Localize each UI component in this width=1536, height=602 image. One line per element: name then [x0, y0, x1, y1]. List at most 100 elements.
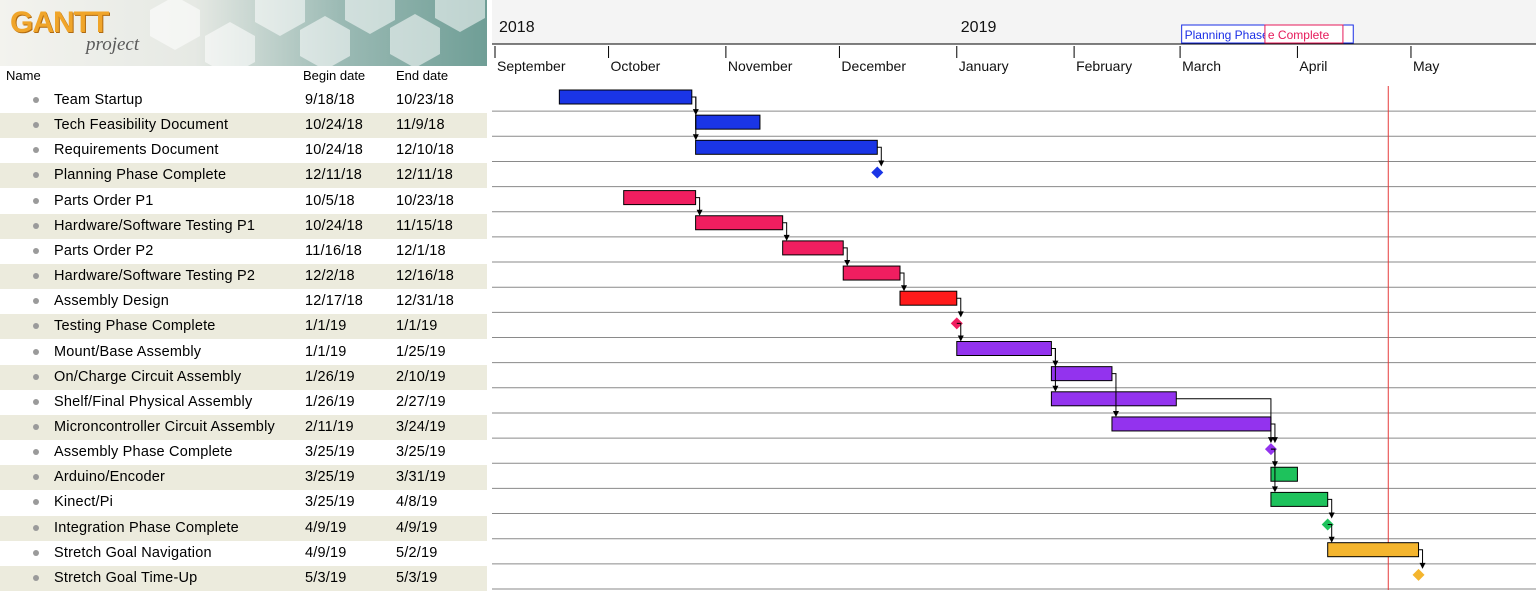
task-bar[interactable] [1050, 391, 1177, 407]
task-row[interactable]: Tech Feasibility Document 10/24/18 11/9/18 [0, 113, 487, 139]
task-bar[interactable] [956, 341, 1052, 356]
task-end-date: 2/10/19 [396, 368, 446, 385]
bullet-icon [33, 97, 39, 103]
month-label: April [1299, 58, 1327, 74]
dependency-arrowhead [1267, 437, 1274, 444]
dependency-arrow [1176, 398, 1272, 439]
task-bar[interactable] [695, 139, 878, 155]
task-begin-date: 1/1/19 [305, 318, 347, 335]
task-begin-date: 3/25/19 [305, 444, 355, 461]
milestone-header-label: e Complete [1268, 28, 1330, 42]
task-bar[interactable] [623, 190, 697, 206]
task-bar[interactable] [1270, 491, 1329, 507]
dependency-arrowhead [957, 335, 964, 342]
task-row[interactable]: Kinect/Pi 3/25/19 4/8/19 [0, 490, 487, 515]
bullet-icon [33, 423, 39, 430]
task-begin-date: 11/16/18 [305, 242, 362, 259]
bullet-icon [33, 172, 39, 179]
dependency-arrowhead [1328, 536, 1335, 543]
task-row[interactable]: On/Charge Circuit Assembly 1/26/19 2/10/19 [0, 364, 487, 390]
task-end-date: 4/8/19 [396, 494, 438, 511]
task-begin-date: 12/17/18 [305, 293, 364, 310]
task-bar[interactable] [695, 114, 761, 130]
dependency-arrow [1051, 348, 1056, 387]
dependency-arrowhead [1271, 486, 1278, 493]
task-bar[interactable] [842, 265, 901, 281]
task-row[interactable]: Stretch Goal Navigation 4/9/19 5/2/19 [0, 541, 487, 566]
gantt-chart-canvas[interactable]: September October November December January F… [492, 0, 1536, 602]
task-bar[interactable] [899, 290, 958, 306]
task-row[interactable]: Mount/Base Assembly 1/1/19 1/25/19 [0, 340, 487, 365]
task-row[interactable]: Hardware/Software Testing P2 12/2/18 12/16… [0, 264, 487, 290]
column-header-end-date[interactable]: End date [396, 68, 449, 83]
task-row[interactable]: Requirements Document 10/24/18 12/10/18 [0, 138, 487, 163]
month-label: February [1076, 58, 1132, 74]
dependency-arrowhead [696, 209, 703, 216]
task-end-date: 5/2/19 [396, 544, 438, 561]
task-bar[interactable] [1111, 416, 1272, 432]
task-name: Integration Phase Complete [54, 519, 239, 536]
dependency-arrow [956, 297, 962, 313]
task-row[interactable]: Assembly Design 12/17/18 12/31/18 [0, 289, 487, 314]
dependency-arrow [877, 146, 882, 162]
milestone-diamond[interactable] [1412, 568, 1425, 581]
task-row[interactable]: Microncontroller Circuit Assembly 2/11/19… [0, 414, 487, 440]
task-name: Microncontroller Circuit Assembly [54, 418, 275, 435]
dependency-arrow [1327, 498, 1333, 514]
bullet-icon [33, 147, 39, 154]
milestone-diamond[interactable] [871, 166, 884, 179]
task-end-date: 3/25/19 [396, 444, 446, 461]
bullet-icon [33, 348, 39, 355]
task-row[interactable]: Shelf/Final Physical Assembly 1/26/19 2/27… [0, 390, 487, 415]
task-end-date: 11/9/18 [396, 117, 445, 134]
task-name: Team Startup [54, 92, 143, 108]
task-name: Hardware/Software Testing P2 [54, 268, 256, 285]
task-row[interactable]: Parts Order P1 10/5/18 10/23/18 [0, 189, 487, 214]
gantt-chart[interactable]: September October November December January F… [492, 0, 1536, 602]
dependency-arrowhead [844, 260, 851, 267]
task-table: GANTT project Name Begin date End date T… [0, 0, 487, 602]
dependency-arrow [899, 272, 905, 287]
table-header: Name Begin date End date [0, 66, 487, 86]
task-end-date: 10/23/18 [396, 192, 455, 209]
column-header-name[interactable]: Name [6, 68, 41, 83]
task-bar[interactable] [782, 240, 844, 256]
task-row[interactable]: Assembly Phase Complete 3/25/19 3/25/19 [0, 440, 487, 465]
task-bar[interactable] [1050, 366, 1113, 382]
month-label: January [959, 58, 1009, 74]
dependency-arrowhead [957, 311, 964, 318]
month-label: December [841, 58, 906, 74]
dependency-arrow [1270, 423, 1276, 439]
task-begin-date: 10/24/18 [305, 217, 364, 234]
task-name: Assembly Phase Complete [54, 444, 233, 461]
task-bar[interactable] [1327, 542, 1420, 558]
task-begin-date: 12/11/18 [305, 167, 362, 184]
task-row[interactable]: Parts Order P2 11/16/18 12/1/18 [0, 239, 487, 264]
app-logo-subtitle: project [86, 34, 140, 55]
dependency-arrowhead [1328, 512, 1335, 519]
task-row[interactable]: Stretch Goal Time-Up 5/3/19 5/3/19 [0, 565, 487, 591]
task-row[interactable]: Arduino/Encoder 3/25/19 3/31/19 [0, 465, 487, 491]
app-logo-banner: GANTT project [0, 0, 487, 66]
task-end-date: 3/31/19 [396, 469, 446, 486]
column-header-begin-date[interactable]: Begin date [303, 68, 366, 83]
task-row[interactable]: Hardware/Software Testing P1 10/24/18 11/1… [0, 213, 487, 239]
task-row[interactable]: Testing Phase Complete 1/1/19 1/1/19 [0, 314, 487, 340]
dependency-arrowhead [900, 285, 907, 292]
task-row[interactable]: Integration Phase Complete 4/9/19 4/9/19 [0, 515, 487, 541]
task-row[interactable]: Team Startup 9/18/18 10/23/18 [0, 88, 487, 113]
dependency-arrowhead [692, 134, 699, 141]
task-begin-date: 3/25/19 [305, 494, 355, 511]
task-bar[interactable] [558, 89, 693, 105]
milestone-diamond[interactable] [1321, 518, 1334, 531]
task-end-date: 12/10/18 [396, 142, 455, 159]
task-bar[interactable] [1270, 466, 1298, 482]
bullet-icon [33, 524, 39, 531]
task-end-date: 1/1/19 [396, 318, 438, 335]
task-begin-date: 1/1/19 [305, 343, 347, 360]
task-row[interactable]: Planning Phase Complete 12/11/18 12/11/18 [0, 163, 487, 189]
task-bar[interactable] [695, 215, 784, 231]
task-begin-date: 5/3/19 [305, 569, 347, 586]
month-label: March [1182, 58, 1221, 74]
dependency-arrowhead [1112, 410, 1119, 417]
